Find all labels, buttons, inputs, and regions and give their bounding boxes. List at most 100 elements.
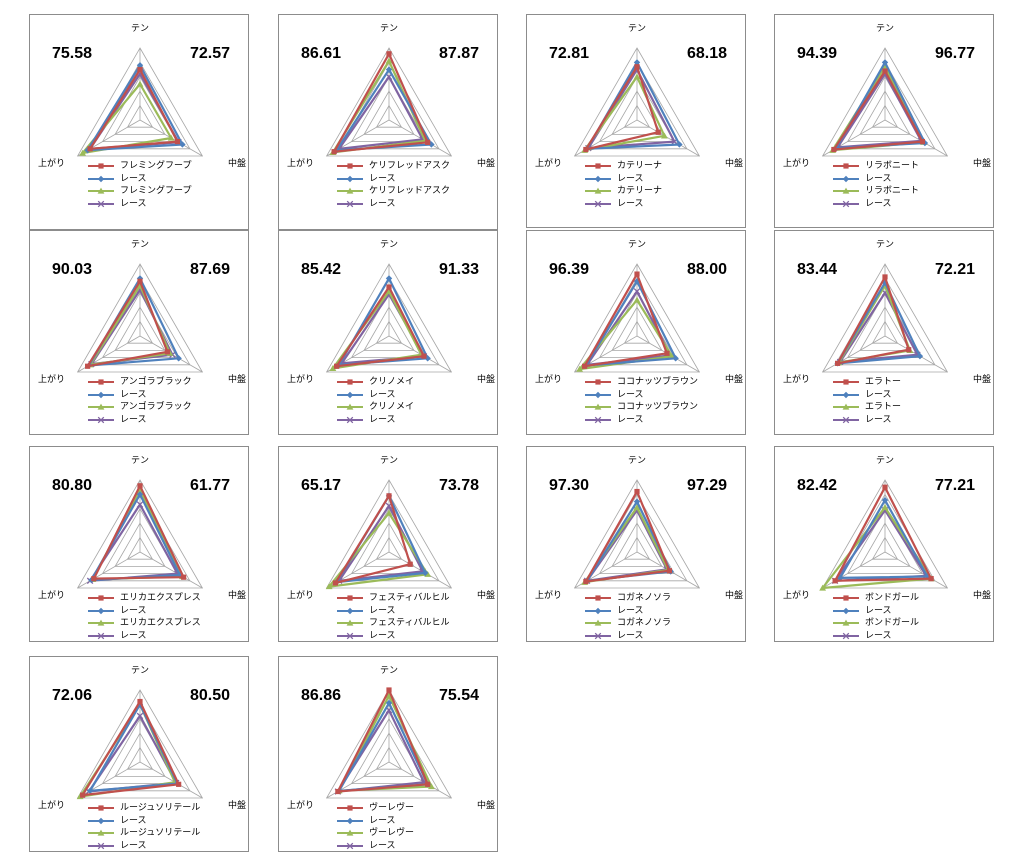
axis-label-chuban: 中盤: [227, 801, 246, 811]
radar-series-line: [337, 75, 424, 150]
axis-label-chuban: 中盤: [972, 159, 991, 169]
legend-label: レース: [369, 840, 396, 851]
radar-plot: [821, 263, 949, 373]
right-score-label: 96.77: [934, 45, 975, 62]
radar-data-point: [136, 275, 144, 282]
chart-legend: ルージュソリテール レース ルージュソリテール レース: [86, 802, 200, 852]
legend-label: レース: [369, 198, 396, 209]
axis-label-ten: テン: [130, 24, 149, 34]
left-score-label: 90.03: [52, 261, 93, 278]
radar-data-point: [633, 498, 641, 505]
legend-label: クリノメイ: [369, 377, 415, 387]
legend-label: レース: [865, 414, 892, 425]
legend-item: クリノメイ: [335, 401, 414, 414]
legend-label: フレミングフープ: [120, 161, 192, 171]
radar-grid-ring: [573, 479, 701, 589]
radar-series-line: [327, 511, 429, 588]
axis-label-chuban: 中盤: [972, 375, 991, 385]
radar-grid-ring: [126, 104, 154, 128]
legend-swatch-icon: [88, 632, 114, 639]
legend-item: レース: [335, 840, 414, 853]
left-score-label: 82.42: [797, 477, 838, 494]
legend-swatch-icon: [337, 175, 363, 182]
radar-grid-ring: [821, 263, 949, 373]
radar-data-point: [633, 59, 641, 66]
legend-label: レース: [617, 198, 644, 209]
legend-item: レース: [583, 173, 662, 186]
legend-marker: [347, 595, 353, 601]
legend-label: ヴーレヴー: [369, 828, 415, 838]
legend-label: アンゴラブラック: [120, 377, 192, 387]
legend-swatch-icon: [88, 200, 114, 207]
radar-plot: [325, 263, 453, 373]
legend-item: ボンドガール: [831, 617, 919, 630]
legend-item: ボンドガール: [831, 592, 919, 605]
axis-label-chuban: 中盤: [972, 591, 991, 601]
radar-data-point: [335, 788, 341, 795]
legend-item: ヴーレヴー: [335, 827, 414, 840]
radar-data-point: [136, 491, 144, 498]
legend-item: エリカエクスプレス: [86, 617, 201, 630]
legend-label: コガネノソラ: [617, 618, 672, 628]
legend-marker: [346, 403, 354, 410]
axis-label-agari: 上がり: [287, 375, 315, 385]
legend-label: アンゴラブラック: [120, 402, 192, 412]
radar-data-point: [881, 503, 889, 510]
legend-label: カテリーナ: [617, 161, 663, 171]
legend-item: コガネノソラ: [583, 617, 671, 630]
radar-grid-ring: [573, 47, 701, 157]
legend-item: レース: [86, 389, 192, 402]
legend-item: フレミングフープ: [86, 160, 191, 173]
legend-marker: [347, 805, 353, 811]
legend-label: フレミングフープ: [120, 186, 192, 196]
legend-item: コガネノソラ: [583, 592, 671, 605]
radar-plot: [325, 687, 453, 799]
legend-swatch-icon: [833, 632, 859, 639]
legend-marker: [595, 595, 601, 601]
axis-label-ten: テン: [379, 666, 398, 676]
legend-swatch-icon: [337, 842, 363, 849]
legend-item: レース: [86, 414, 192, 427]
legend-marker: [97, 632, 105, 639]
legend-label: リラボニート: [865, 186, 920, 196]
radar-grid-ring: [325, 479, 453, 589]
legend-label: ココナッツブラウン: [617, 377, 699, 387]
legend-label: レース: [865, 173, 892, 184]
legend-label: フェスティバルヒル: [369, 618, 450, 628]
right-score-label: 61.77: [189, 477, 230, 494]
radar-grid-ring: [76, 47, 204, 157]
legend-swatch-icon: [833, 379, 859, 385]
axis-label-ten: テン: [627, 456, 646, 466]
legend-swatch-icon: [88, 163, 114, 169]
chart-legend: エラトー レース エラトー レース: [831, 376, 901, 426]
legend-swatch-icon: [585, 200, 611, 207]
radar-grid-ring: [375, 104, 403, 128]
legend-marker: [97, 200, 105, 207]
radar-data-point: [164, 349, 171, 355]
radar-data-point: [664, 350, 670, 356]
radar-data-point: [385, 275, 393, 282]
radar-plot: [819, 479, 949, 591]
radar-grid-ring: [76, 263, 204, 373]
legend-item: カテリーナ: [583, 185, 662, 198]
axis-label-ten: テン: [875, 24, 894, 34]
legend-swatch-icon: [88, 175, 114, 182]
axis-label-ten: テン: [130, 240, 149, 250]
legend-marker: [842, 632, 850, 639]
radar-data-point: [634, 488, 640, 495]
radar-chart-panel: 86.61 87.87 テン 中盤 上がり ケリフレッドアスク レース ケリフレッドアスク レー…: [278, 14, 498, 230]
legend-swatch-icon: [337, 829, 363, 836]
axis-label-ten: テン: [379, 456, 398, 466]
legend-marker: [346, 200, 354, 207]
radar-data-point: [137, 67, 143, 73]
radar-data-point: [882, 484, 888, 490]
radar-spoke: [388, 119, 452, 157]
axis-label-ten: テン: [627, 24, 646, 34]
radar-data-point: [576, 365, 584, 372]
chart-legend: ボンドガール レース ボンドガール レース: [831, 592, 919, 642]
legend-label: レース: [120, 173, 147, 184]
radar-series-line: [335, 285, 425, 368]
legend-swatch-icon: [337, 200, 363, 207]
axis-label-chuban: 中盤: [476, 591, 495, 601]
radar-data-point: [167, 134, 175, 141]
